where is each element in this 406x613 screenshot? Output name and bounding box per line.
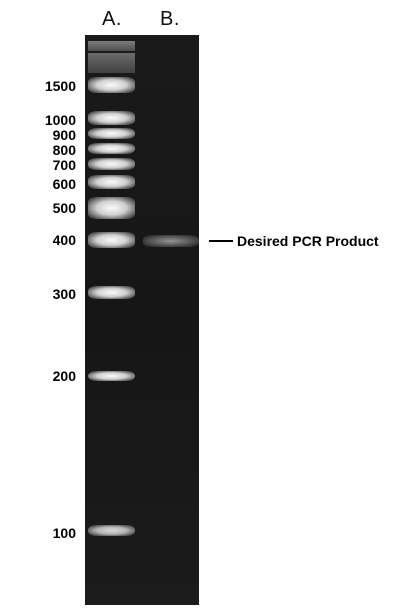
marker-label-500: 500 (52, 200, 76, 216)
ladder-band-100 (88, 525, 135, 536)
ladder-band-1500 (88, 77, 135, 93)
lane-b-header: B. (160, 8, 180, 30)
lane-a-header: A. (102, 8, 122, 30)
ladder-band-400 (88, 232, 135, 248)
pcr-product-label: Desired PCR Product (237, 233, 379, 249)
ladder-band-500 (88, 197, 135, 219)
pcr-product-band (143, 235, 199, 247)
ladder-band-700 (88, 158, 135, 170)
marker-label-100: 100 (52, 525, 76, 541)
ladder-band-600 (88, 175, 135, 189)
ladder-band-200 (88, 371, 135, 381)
gel-image (85, 35, 199, 605)
pcr-pointer-line (209, 240, 233, 242)
ladder-band-300 (88, 286, 135, 299)
marker-label-700: 700 (52, 157, 76, 173)
ladder-high-smear (88, 53, 135, 73)
pcr-product-annotation: Desired PCR Product (209, 233, 379, 249)
marker-label-400: 400 (52, 232, 76, 248)
marker-label-1000: 1000 (44, 112, 76, 128)
marker-label-600: 600 (52, 176, 76, 192)
marker-label-1500: 1500 (44, 78, 76, 94)
marker-label-300: 300 (52, 286, 76, 302)
marker-label-800: 800 (52, 142, 76, 158)
ladder-band-800 (88, 143, 135, 154)
ladder-band-900 (88, 128, 135, 139)
marker-label-200: 200 (52, 368, 76, 384)
ladder-top-smear (88, 41, 135, 51)
ladder-band-1000 (88, 111, 135, 125)
marker-label-900: 900 (52, 127, 76, 143)
